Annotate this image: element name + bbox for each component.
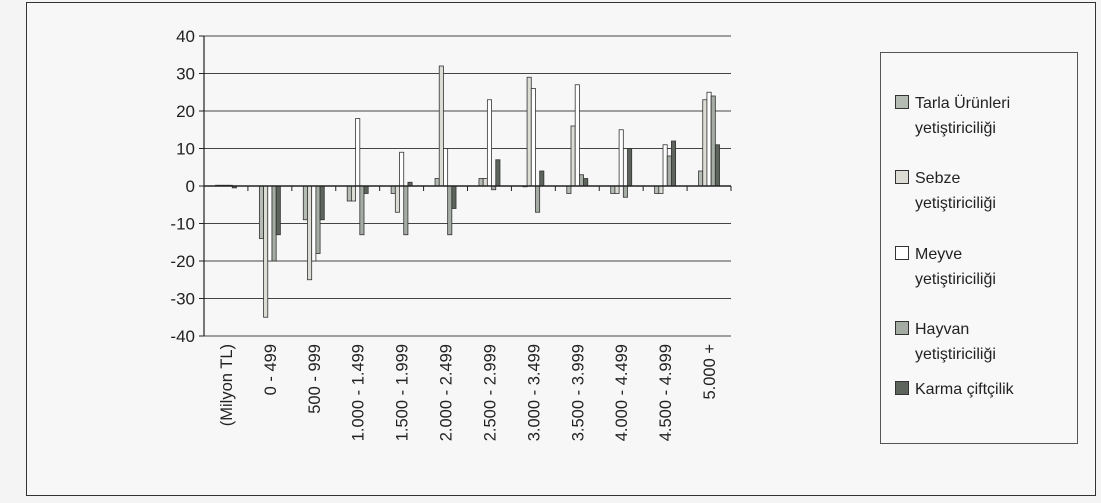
y-tick-label: 10 xyxy=(176,140,195,159)
legend-swatch-sebze xyxy=(895,170,909,184)
bar-3-5 xyxy=(447,185,453,236)
legend: Tarla Ürünleri yetiştiriciliği Sebze yet… xyxy=(880,52,1078,444)
bar-2-7 xyxy=(530,88,536,187)
bar-1-6 xyxy=(482,178,488,187)
y-tick-label: 0 xyxy=(186,177,195,196)
bar-3-4 xyxy=(403,185,409,236)
bar-3-9 xyxy=(622,185,628,198)
y-tick-label: -20 xyxy=(170,252,195,271)
bar-0-3 xyxy=(346,185,352,202)
bar-1-8 xyxy=(570,125,576,187)
bar-4-8 xyxy=(583,178,589,187)
legend-label-sebze-1: Sebze xyxy=(915,170,961,187)
bar-0-2 xyxy=(302,185,308,221)
y-tick-label: 30 xyxy=(176,65,195,84)
legend-label-meyve-2: yetiştiriciliği xyxy=(915,271,996,288)
bar-0-8 xyxy=(566,185,572,194)
legend-swatch-karma xyxy=(895,381,909,395)
bar-1-9 xyxy=(614,185,620,194)
bar-2-8 xyxy=(574,84,580,187)
y-tick-label: -40 xyxy=(170,327,195,346)
bar-0-9 xyxy=(610,185,616,194)
grid-lines xyxy=(204,35,731,337)
y-tick-label: -10 xyxy=(170,215,195,234)
legend-label-meyve-1: Meyve xyxy=(915,246,963,263)
bar-4-9 xyxy=(627,148,633,187)
bar-0-11 xyxy=(698,170,704,187)
bar-2-11 xyxy=(706,91,712,187)
legend-entry-hayvan: Hayvan yetiştiriciliği xyxy=(895,317,1075,367)
bar-2-5 xyxy=(443,148,449,187)
bar-0-4 xyxy=(390,185,396,194)
x-tick-label: 2.000 - 2.499 xyxy=(438,344,456,441)
bar-2-9 xyxy=(618,129,624,187)
y-tick-label: 20 xyxy=(176,102,195,121)
bar-3-1 xyxy=(271,185,277,262)
legend-label-tarla-2: yetiştiriciliği xyxy=(915,120,996,137)
x-tick-label: 1.500 - 1.999 xyxy=(394,344,412,441)
legend-swatch-meyve xyxy=(895,246,909,260)
legend-entry-karma: Karma çiftçilik xyxy=(895,377,1075,402)
bar-3-3 xyxy=(359,185,365,236)
bar-3-11 xyxy=(710,95,716,187)
legend-swatch-tarla xyxy=(895,95,909,109)
bar-2-4 xyxy=(399,151,405,187)
bar-2-10 xyxy=(662,144,668,187)
bar-3-7 xyxy=(535,185,541,213)
bar-4-5 xyxy=(451,185,457,209)
bar-2-3 xyxy=(355,118,361,187)
legend-label-hayvan-2: yetiştiriciliği xyxy=(915,346,996,363)
legend-label-sebze-2: yetiştiriciliği xyxy=(915,195,996,212)
x-tick-label: 500 - 999 xyxy=(306,344,324,414)
x-tick-label: 0 - 499 xyxy=(262,344,280,395)
bar-1-2 xyxy=(307,185,313,281)
bar-3-10 xyxy=(666,155,672,187)
bar-4-2 xyxy=(319,185,325,221)
bar-4-10 xyxy=(671,140,677,187)
legend-label-hayvan-1: Hayvan xyxy=(915,321,970,338)
bar-1-5 xyxy=(438,65,444,187)
x-tick-label: 3.500 - 3.999 xyxy=(569,344,587,441)
bar-2-1 xyxy=(267,185,273,262)
x-tick-label: 1.000 - 1.499 xyxy=(350,344,368,441)
bar-1-1 xyxy=(263,185,269,318)
bar-4-6 xyxy=(495,159,501,187)
bar-1-7 xyxy=(526,76,532,187)
bar-2-6 xyxy=(486,99,492,187)
bar-4-1 xyxy=(275,185,281,236)
bar-0-1 xyxy=(258,185,264,239)
legend-label-tarla-1: Tarla Ürünleri xyxy=(915,95,1011,112)
bar-2-2 xyxy=(311,185,317,262)
bar-4-3 xyxy=(363,185,369,194)
legend-entry-sebze: Sebze yetiştiriciliği xyxy=(895,166,1075,216)
axes: 40 30 20 10 0 -10 -20 -30 -40 (Milyon TL) 0 - 499 5… xyxy=(170,27,732,441)
legend-entry-tarla: Tarla Ürünleri yetiştiriciliği xyxy=(895,91,1075,141)
x-tick-label: 4.000 - 4.499 xyxy=(613,344,631,441)
x-tick-label: (Milyon TL) xyxy=(218,344,236,426)
bar-0-5 xyxy=(434,178,440,187)
bars xyxy=(215,65,720,318)
bar-1-11 xyxy=(702,99,708,187)
legend-label-karma-1: Karma çiftçilik xyxy=(915,381,1014,398)
bar-0-10 xyxy=(654,185,660,194)
bar-1-10 xyxy=(658,185,664,194)
x-tick-label: 4.500 - 4.999 xyxy=(657,344,675,441)
bar-1-4 xyxy=(394,185,400,213)
bar-4-7 xyxy=(539,170,545,187)
legend-entry-meyve: Meyve yetiştiriciliği xyxy=(895,242,1075,292)
bar-0-6 xyxy=(478,178,484,187)
bar-3-2 xyxy=(315,185,321,254)
bar-1-3 xyxy=(351,185,357,202)
bar-3-8 xyxy=(578,174,584,187)
bar-4-11 xyxy=(714,144,720,187)
y-tick-label: -30 xyxy=(170,290,195,309)
legend-swatch-hayvan xyxy=(895,321,909,335)
x-tick-label: 2.500 - 2.999 xyxy=(481,344,499,441)
x-tick-label: 3.000 - 3.499 xyxy=(525,344,543,441)
y-tick-label: 40 xyxy=(176,27,195,46)
x-tick-label: 5.000 + xyxy=(701,344,719,400)
